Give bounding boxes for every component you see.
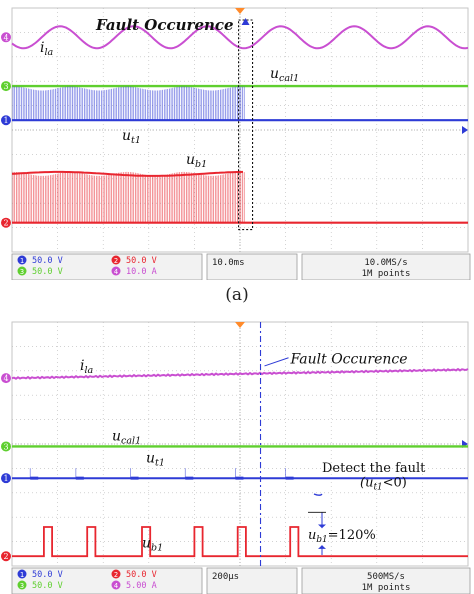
scale-badge-4 xyxy=(111,580,121,590)
label-ucal1: ucal1 xyxy=(112,428,141,446)
channel-scale-2: 50.0 V xyxy=(126,570,157,580)
trace-ub1-pwm xyxy=(12,171,245,223)
channel-marker-2 xyxy=(1,551,11,562)
channel-scale-3: 50.0 V xyxy=(32,267,63,277)
ub1-level-label: ub1=120% xyxy=(308,528,376,545)
scale-badge-label: 3 xyxy=(20,268,24,276)
scope-panel-a: Fault Occurence ila ucal1 ut1 ub1 4 3 1 2 1 50.0 V… xyxy=(1,7,471,280)
channel-marker-label: 1 xyxy=(3,116,8,125)
traces xyxy=(11,367,469,558)
channel-marker-3 xyxy=(1,441,11,452)
channel-marker-label: 1 xyxy=(3,474,8,483)
record-length-value: 1M points xyxy=(362,583,411,593)
timebase-value: 200µs xyxy=(212,572,239,582)
scale-badge-3 xyxy=(17,266,27,276)
fault-pointer xyxy=(264,357,289,367)
timebase-box xyxy=(206,567,298,594)
channel-marker-1 xyxy=(1,115,11,126)
scale-badge-label: 1 xyxy=(20,571,24,579)
status-bar: 1 50.0 V 2 50.0 V 3 50.0 V 4 5.00 A 200µs 500MS/s… xyxy=(11,567,471,594)
channel-scale-box xyxy=(11,567,203,594)
scale-badge-label: 4 xyxy=(114,268,118,276)
scale-badge-label: 1 xyxy=(20,257,24,265)
channel-scale-4: 10.0 A xyxy=(126,267,157,277)
panel-a-caption: (a) xyxy=(225,285,249,305)
channel-marker-label: 4 xyxy=(3,374,8,383)
detect-fault-label: Detect the fault xyxy=(322,461,426,476)
channel-scale-2: 50.0 V xyxy=(126,256,157,266)
trace-ub1 xyxy=(12,526,468,558)
fault-occurrence-label: Fault Occurence xyxy=(290,352,408,368)
channel-scale-box xyxy=(11,253,203,280)
detect-marker xyxy=(313,493,323,496)
label-ucal1: ucal1 xyxy=(270,66,299,84)
scale-badge-2 xyxy=(111,569,121,579)
dim-arrow-up xyxy=(318,545,326,549)
label-ila: ila xyxy=(80,358,94,376)
trace-ila xyxy=(11,25,469,50)
timebase-value: 10.0ms xyxy=(212,258,245,268)
acquisition-box xyxy=(301,253,471,280)
channel-marker-4 xyxy=(1,373,11,384)
scale-badge-4 xyxy=(111,266,121,276)
trace-ub1-envelope xyxy=(11,170,244,177)
label-ub1: ub1 xyxy=(186,152,207,170)
channel-marker-label: 3 xyxy=(3,442,8,451)
channel-scale-3: 50.0 V xyxy=(32,581,63,591)
fault-arrow xyxy=(241,18,250,25)
detect-condition-label: (ut1<0) xyxy=(360,476,407,493)
trigger-marker xyxy=(235,8,245,14)
scale-badge-label: 2 xyxy=(114,571,118,579)
channel-marker-1 xyxy=(1,473,11,484)
trace-ut1-pwm xyxy=(12,86,245,121)
channel-scale-1: 50.0 V xyxy=(32,256,63,266)
channel-marker-label: 3 xyxy=(3,82,8,91)
label-ut1: ut1 xyxy=(122,128,141,146)
channel-marker-label: 4 xyxy=(3,33,8,42)
trigger-level-marker xyxy=(462,126,468,134)
label-ub1: ub1 xyxy=(142,536,163,554)
fault-occurrence-label: Fault Occurence xyxy=(95,16,234,34)
timebase-box xyxy=(206,253,298,280)
scale-badge-label: 3 xyxy=(20,582,24,590)
trigger-marker xyxy=(235,322,245,328)
channel-marker-label: 2 xyxy=(3,219,8,228)
scale-badge-label: 2 xyxy=(114,257,118,265)
scale-badge-2 xyxy=(111,255,121,265)
channel-marker-4 xyxy=(1,32,11,43)
channel-scale-4: 5.00 A xyxy=(126,581,157,591)
acquisition-box xyxy=(301,567,471,594)
status-bar: 1 50.0 V 2 50.0 V 3 50.0 V 4 10.0 A 10.0ms 10.0MS… xyxy=(11,253,471,280)
channel-marker-2 xyxy=(1,217,11,228)
sample-rate-value: 10.0MS/s xyxy=(364,258,407,268)
dim-arrow-down xyxy=(318,524,326,529)
channel-marker-3 xyxy=(1,81,11,92)
record-length-value: 1M points xyxy=(362,269,411,279)
label-ila: ila xyxy=(40,40,54,58)
scale-badge-label: 4 xyxy=(114,582,118,590)
scale-badge-1 xyxy=(17,255,27,265)
scale-badge-1 xyxy=(17,569,27,579)
traces xyxy=(11,25,469,224)
channel-scale-1: 50.0 V xyxy=(32,570,63,580)
channel-markers: 4 3 1 2 xyxy=(1,32,11,228)
label-ut1: ut1 xyxy=(146,450,165,468)
grid xyxy=(12,8,468,252)
trace-ila xyxy=(11,367,469,380)
sample-rate-value: 500MS/s xyxy=(367,572,405,582)
channel-marker-label: 2 xyxy=(3,552,8,561)
scale-badge-3 xyxy=(17,580,27,590)
channel-markers: 4 3 1 2 xyxy=(1,373,11,562)
scope-panel-b: Fault Occurence Detect the fault(ut1<0) ub… xyxy=(1,321,471,594)
